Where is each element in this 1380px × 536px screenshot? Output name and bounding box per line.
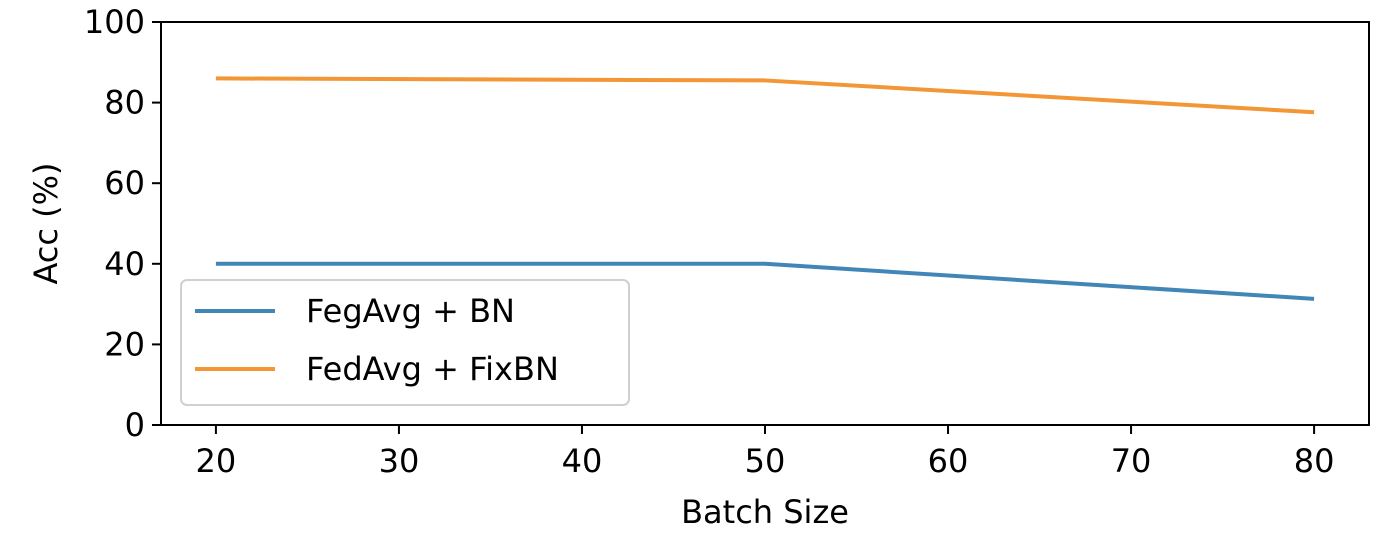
y-tick-label: 40 <box>104 245 145 283</box>
x-axis: 20 30 40 50 60 70 80 <box>196 425 1335 480</box>
legend-label: FedAvg + FixBN <box>306 350 559 388</box>
legend: FegAvg + BN FedAvg + FixBN <box>180 279 630 406</box>
y-tick-label: 100 <box>84 3 145 41</box>
x-tick-label: 20 <box>196 442 237 480</box>
x-tick-label: 30 <box>379 442 420 480</box>
x-tick-label: 80 <box>1294 442 1335 480</box>
y-tick-label: 60 <box>104 164 145 202</box>
x-tick-label: 60 <box>928 442 969 480</box>
legend-box <box>180 279 630 406</box>
x-tick-label: 70 <box>1111 442 1152 480</box>
x-axis-title: Batch Size <box>681 493 849 531</box>
y-tick-label: 80 <box>104 84 145 122</box>
series-line-1 <box>215 261 1315 301</box>
y-tick-label: 0 <box>125 406 145 444</box>
x-tick-label: 40 <box>562 442 603 480</box>
y-axis-title: Acc (%) <box>27 162 65 284</box>
y-axis: 0 20 40 60 80 100 <box>84 3 161 444</box>
plot-lines <box>215 76 1315 301</box>
x-tick-label: 50 <box>745 442 786 480</box>
series-line-2 <box>215 76 1315 115</box>
y-tick-label: 20 <box>104 325 145 363</box>
legend-label: FegAvg + BN <box>306 292 515 330</box>
